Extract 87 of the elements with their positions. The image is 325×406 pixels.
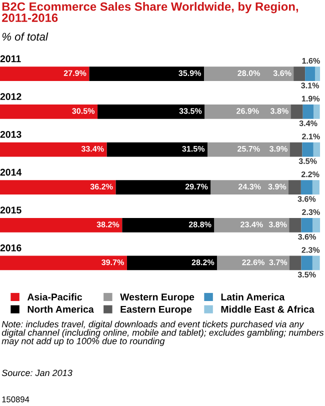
bar	[312, 256, 320, 270]
data-label: 3.4%	[299, 120, 318, 126]
data-label: 25.7%	[238, 146, 260, 152]
data-label: 3.9%	[268, 184, 286, 190]
data-label: 38.2%	[96, 222, 120, 228]
bar	[313, 142, 320, 157]
data-label: 23.4%	[240, 222, 263, 228]
chart-subtitle: % of total	[2, 32, 48, 41]
data-label: 3.5%	[298, 158, 317, 164]
bar	[301, 218, 313, 232]
data-label: 29.7%	[185, 184, 208, 190]
bar	[106, 142, 208, 157]
data-label: 36.2%	[90, 184, 113, 190]
data-label: 3.6%	[298, 196, 316, 202]
y-tick-label: 2012	[0, 93, 22, 100]
data-label: 28.8%	[188, 222, 212, 228]
bar	[288, 180, 301, 195]
y-tick-label: 2013	[0, 130, 22, 138]
data-label: 35.9%	[178, 70, 202, 76]
data-label: 2.2%	[301, 171, 320, 178]
bar	[302, 142, 314, 157]
bar	[290, 104, 303, 119]
legend-label: Eastern Europe	[120, 306, 192, 315]
bar	[204, 104, 291, 119]
text: Note: includes travel, digital downloads and event tickets purchased via any digital channel (including online, mobile and tablet); excludes gambling; numbers may not add up to 100% due to rounding	[2, 320, 324, 346]
data-label: 3.8%	[268, 222, 287, 228]
bar	[300, 180, 312, 195]
data-label: 2.1%	[302, 134, 320, 140]
data-label: 2.3%	[302, 247, 320, 253]
bar	[204, 66, 294, 82]
bar	[0, 142, 107, 157]
bar	[312, 180, 320, 195]
bar	[301, 256, 312, 270]
bar	[0, 256, 127, 270]
bar	[312, 218, 320, 232]
data-label: 22.6%	[242, 259, 264, 266]
bar	[0, 104, 98, 119]
bar	[290, 142, 302, 157]
bar	[0, 218, 122, 232]
y-tick-label: 2014	[0, 168, 22, 176]
legend-label: Latin America	[221, 293, 285, 300]
bar	[294, 66, 306, 82]
bar	[89, 66, 204, 82]
bar	[314, 104, 320, 119]
data-label: 3.9%	[269, 146, 288, 152]
chart-title: B2C Ecommerce Sales Share Worldwide, by Region, 2011-2016	[2, 2, 298, 22]
bar	[305, 66, 316, 82]
bar	[98, 104, 205, 119]
data-label: 3.1%	[301, 82, 320, 88]
bar	[289, 256, 302, 270]
legend-label: Asia-Pacific	[27, 293, 82, 300]
data-label: 31.5%	[182, 146, 205, 152]
data-label: 24.3%	[238, 184, 261, 190]
data-label: 3.5%	[298, 272, 316, 278]
bar	[0, 180, 116, 195]
bar	[302, 104, 314, 119]
data-label: 33.4%	[81, 146, 104, 152]
data-label: 27.9%	[64, 70, 86, 76]
data-label: 3.7%	[269, 259, 288, 266]
bar	[122, 218, 214, 232]
data-label: 1.6%	[302, 58, 320, 64]
bar	[315, 66, 320, 82]
bar	[289, 218, 302, 232]
text: 150894	[2, 396, 30, 402]
y-tick-label: 2016	[0, 244, 22, 252]
data-label: 3.6%	[273, 70, 292, 76]
data-label: 28.2%	[192, 259, 214, 266]
bar	[210, 180, 288, 195]
legend-label: Western Europe	[120, 294, 194, 302]
y-tick-label: 2011	[0, 55, 21, 62]
y-tick-label: 2015	[0, 206, 22, 214]
data-label: 39.7%	[102, 259, 124, 266]
data-label: 3.6%	[298, 234, 316, 240]
data-label: 28.0%	[238, 70, 260, 76]
bar	[126, 256, 218, 270]
data-label: 3.8%	[270, 108, 288, 114]
data-label: 30.5%	[72, 108, 95, 114]
bar	[214, 218, 290, 232]
legend-label: Middle East & Africa	[221, 306, 314, 313]
data-label: 2.3%	[302, 209, 320, 215]
data-label: 33.5%	[179, 108, 202, 114]
bar	[116, 180, 211, 195]
legend-label: North America	[28, 306, 94, 313]
data-label: 26.9%	[236, 108, 259, 114]
data-label: 1.9%	[302, 96, 320, 102]
bar	[0, 66, 90, 82]
source-note: Source: Jan 2013	[2, 370, 72, 376]
